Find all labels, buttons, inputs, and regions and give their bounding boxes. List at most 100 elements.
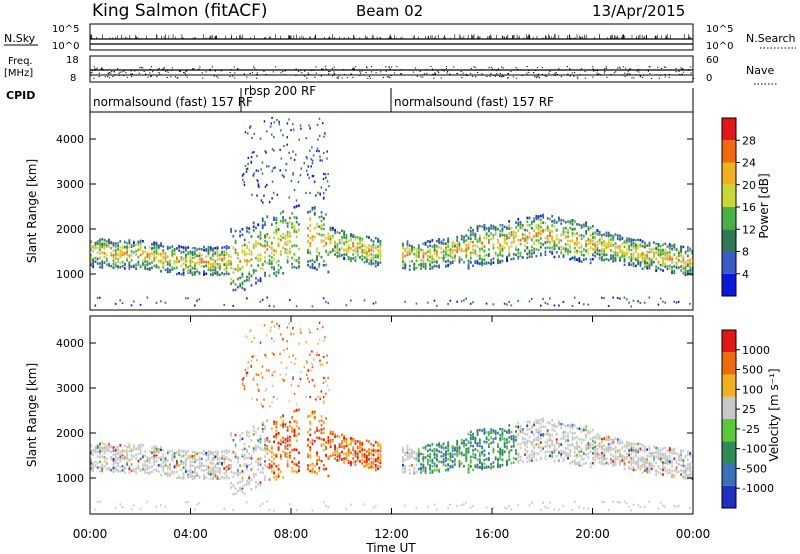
velocity-cell [126,451,128,454]
velocity-cell [442,446,445,449]
power-cell [551,230,554,233]
velocity-cell [569,451,572,454]
velocity-cell [472,449,474,452]
power-cell [578,301,581,304]
power-cell [293,158,296,161]
velocity-cell [476,431,479,435]
power-cell [589,258,592,261]
power-cell [316,255,318,258]
velocity-cell [105,457,108,461]
power-cell [316,268,318,271]
power-cell [521,237,524,240]
power-cell [612,238,615,241]
power-cell [440,242,443,245]
velocity-cell [551,441,554,445]
velocity-cell [266,438,269,442]
velocity-cell [318,458,321,461]
velocity-cell [268,508,271,511]
velocity-cell [521,431,524,434]
power-cell [517,299,519,302]
power-cell [521,256,524,259]
power-cell [632,262,635,265]
power-cell [429,240,431,243]
power-cell [241,250,244,254]
velocity-cell [465,456,468,460]
power-cell [576,232,578,235]
velocity-cell [114,449,117,452]
power-cell [112,257,115,260]
power-cell [476,245,479,248]
power-cell [293,226,296,230]
power-cell [94,260,97,263]
velocity-cell [266,445,269,448]
velocity-cell [501,458,504,462]
power-cell [153,242,156,245]
power-cell [105,240,108,243]
power-cell [322,244,325,248]
power-cell [200,248,203,251]
velocity-cell [402,459,404,463]
power-cell [402,252,404,255]
power-cell [178,260,180,263]
power-cell [576,258,578,262]
power-cell [379,242,382,245]
power-cell [476,229,479,233]
power-cell [370,259,373,262]
velocity-cell [347,460,350,463]
velocity-cell [426,459,429,463]
power-cell [578,241,581,245]
velocity-cell [356,446,359,450]
velocity-cell [184,457,187,461]
velocity-cell [413,467,416,470]
power-cell [442,254,445,257]
power-cell [589,226,592,230]
velocity-cell [551,439,554,443]
power-cell [528,255,531,258]
power-cell [117,258,119,262]
power-cell [243,279,246,283]
power-cell [343,232,346,236]
velocity-cell [212,471,214,474]
velocity-cell [96,500,99,503]
velocity-cell [216,477,219,480]
power-cell [372,249,375,253]
power-cell [619,250,621,254]
velocity-cell [526,424,529,427]
power-cell [184,297,187,300]
power-cell [596,251,599,254]
velocity-cell [537,443,540,446]
power-cell [549,241,551,245]
velocity-cell [166,467,169,470]
velocity-cell [499,447,502,451]
power-cell [435,253,438,257]
velocity-cell [250,439,253,442]
velocity-cell [139,452,142,455]
power-cell [316,123,319,126]
velocity-cell [322,427,325,430]
power-cell [307,227,309,230]
power-cell [316,149,318,153]
power-cell [160,260,162,264]
power-cell [327,232,330,235]
power-cell [429,244,431,247]
power-cell [268,201,271,204]
power-cell [485,253,488,257]
power-cell [180,258,183,262]
power-cell [212,265,214,268]
velocity-cell [142,466,144,469]
velocity-cell [429,459,431,463]
velocity-cell [223,507,226,510]
power-cell [501,229,504,232]
velocity-cell [261,448,264,452]
power-cell [198,260,201,264]
velocity-cell [216,451,219,455]
power-cell [607,233,610,236]
power-cell [214,252,217,256]
power-cell [203,270,205,273]
power-cell [146,267,149,271]
power-cell [260,199,263,202]
power-cell [492,236,495,240]
power-cell [359,246,361,249]
velocity-cell [535,430,538,434]
power-cell [279,129,282,132]
